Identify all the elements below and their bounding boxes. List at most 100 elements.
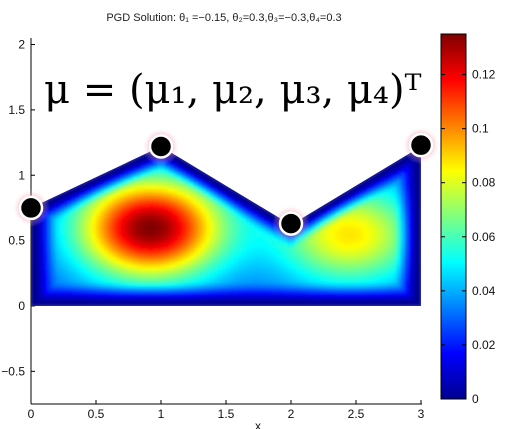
field-cell <box>136 266 142 271</box>
field-cell <box>404 168 410 173</box>
field-cell <box>205 250 211 255</box>
field-cell <box>323 256 329 261</box>
field-cell <box>368 234 373 238</box>
field-cell <box>368 224 373 229</box>
field-cell <box>140 207 146 212</box>
field-cell <box>238 273 243 278</box>
field-cell <box>286 243 292 248</box>
field-cell <box>91 171 97 176</box>
field-cell <box>185 256 191 261</box>
field-cell <box>396 299 402 304</box>
field-cell <box>408 185 414 189</box>
field-cell <box>156 253 162 258</box>
field-cell <box>35 230 40 235</box>
field-cell <box>343 185 349 189</box>
field-cell <box>392 168 398 173</box>
field-cell <box>221 260 227 265</box>
field-cell <box>79 279 85 284</box>
field-cell <box>262 292 268 297</box>
field-cell <box>165 263 170 268</box>
field-cell <box>87 207 93 212</box>
field-cell <box>416 299 421 304</box>
field-cell <box>75 214 81 219</box>
field-cell <box>282 240 288 245</box>
field-cell <box>59 263 65 268</box>
field-cell <box>246 292 251 297</box>
y-tick-label: 2 <box>18 38 25 52</box>
field-cell <box>315 237 321 242</box>
field-cell <box>376 302 381 306</box>
field-cell <box>79 289 85 294</box>
field-cell <box>161 214 166 219</box>
field-cell <box>404 224 410 229</box>
field-cell <box>388 260 394 265</box>
field-cell <box>100 194 105 199</box>
field-cell <box>246 191 251 196</box>
field-cell <box>254 276 260 281</box>
field-cell <box>156 201 162 206</box>
field-cell <box>144 162 150 167</box>
field-cell <box>55 227 61 232</box>
field-cell <box>140 224 146 229</box>
field-cell <box>364 296 369 301</box>
field-cell <box>75 256 81 261</box>
field-cell <box>258 270 264 274</box>
field-cell <box>299 299 304 304</box>
field-cell <box>132 302 138 306</box>
field-cell <box>291 260 296 265</box>
field-cell <box>343 266 349 271</box>
field-cell <box>327 260 333 265</box>
field-cell <box>291 279 296 284</box>
field-cell <box>315 279 321 284</box>
field-cell <box>67 256 73 261</box>
field-cell <box>185 247 191 252</box>
field-cell <box>404 289 410 294</box>
field-cell <box>140 171 146 176</box>
field-cell <box>124 296 130 301</box>
field-cell <box>217 240 223 245</box>
field-cell <box>87 194 93 199</box>
field-cell <box>173 302 178 306</box>
field-cell <box>47 201 52 206</box>
field-cell <box>96 292 101 297</box>
field-cell <box>412 204 418 209</box>
field-cell <box>226 270 231 274</box>
field-cell <box>380 194 386 199</box>
field-cell <box>327 194 333 199</box>
field-cell <box>254 217 260 222</box>
field-cell <box>152 283 158 287</box>
field-cell <box>380 260 386 265</box>
field-cell <box>205 240 211 245</box>
control-point <box>278 211 304 236</box>
field-cell <box>376 165 381 170</box>
field-cell <box>67 286 73 291</box>
field-cell <box>55 211 61 216</box>
field-cell <box>116 243 121 248</box>
field-cell <box>376 243 381 248</box>
field-cell <box>380 276 386 281</box>
field-cell <box>270 250 276 255</box>
field-cell <box>193 299 199 304</box>
field-cell <box>51 217 56 222</box>
field-cell <box>71 191 77 196</box>
field-cell <box>91 181 97 186</box>
field-cell <box>270 256 276 261</box>
field-cell <box>116 211 121 216</box>
field-cell <box>96 227 101 232</box>
field-cell <box>396 230 402 235</box>
field-cell <box>209 211 215 216</box>
field-cell <box>392 240 398 245</box>
field-cell <box>120 289 126 294</box>
field-cell <box>376 273 381 278</box>
field-cell <box>221 250 227 255</box>
field-cell <box>39 256 44 261</box>
field-cell <box>205 237 211 242</box>
field-cell <box>392 175 398 180</box>
field-cell <box>258 234 264 238</box>
field-cell <box>31 292 36 297</box>
field-cell <box>242 270 247 274</box>
field-cell <box>75 240 81 245</box>
field-cell <box>254 198 260 202</box>
field-cell <box>323 266 329 271</box>
field-cell <box>351 250 357 255</box>
